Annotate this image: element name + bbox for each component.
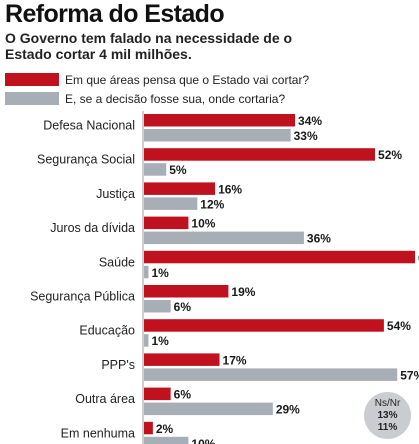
- chart-subtitle: O Governo tem falado na necessidade de o…: [5, 30, 293, 62]
- no-answer-badge: Ns/Nr 13% 11%: [364, 392, 411, 439]
- category-label-seguranca-social: Segurança Social: [37, 153, 135, 167]
- bar-defesa-nacional-series-2: [144, 129, 291, 142]
- value-label-defesa-nacional-series-1: 34%: [298, 114, 322, 128]
- bar-seguranca-publica-series-1: [144, 285, 229, 298]
- category-label-seguranca-publica: Segurança Pública: [30, 290, 135, 304]
- no-answer-value-2: 11%: [377, 421, 398, 433]
- value-label-em-nenhuma-series-1: 2%: [156, 422, 174, 436]
- value-label-defesa-nacional-series-2: 33%: [294, 129, 318, 143]
- legend-item-series-2: E, se a decisão fosse sua, onde cortaria…: [5, 89, 309, 108]
- value-label-juros-da-divida-series-2: 36%: [307, 232, 331, 246]
- value-label-seguranca-publica-series-2: 6%: [174, 300, 192, 314]
- bar-saude-series-1: [144, 250, 415, 264]
- bar-outra-area-series-1: [144, 387, 171, 401]
- legend: Em que áreas pensa que o Estado vai cort…: [5, 70, 309, 108]
- value-label-saude-series-2: 1%: [151, 266, 169, 280]
- value-label-outra-area-series-2: 29%: [276, 403, 300, 417]
- legend-swatch-series-2: [5, 92, 59, 105]
- category-label-defesa-nacional: Defesa Nacional: [43, 119, 135, 133]
- legend-label-series-1: Em que áreas pensa que o Estado vai cort…: [65, 72, 310, 87]
- bar-juros-da-divida-series-1: [144, 216, 189, 230]
- bar-em-nenhuma-series-2: [144, 436, 189, 444]
- legend-label-series-2: E, se a decisão fosse sua, onde cortaria…: [65, 91, 286, 106]
- category-label-juros-da-divida: Juros da dívida: [50, 221, 135, 235]
- value-label-outra-area-series-1: 6%: [174, 388, 192, 402]
- no-answer-label: Ns/Nr: [374, 397, 401, 409]
- value-label-seguranca-social-series-1: 52%: [378, 148, 402, 162]
- value-label-justica-series-1: 16%: [218, 182, 242, 196]
- category-label-justica: Justiça: [96, 187, 135, 201]
- value-label-juros-da-divida-series-1: 10%: [191, 217, 215, 231]
- value-label-ppp-s-series-2: 57%: [400, 368, 419, 382]
- category-label-educacao: Educação: [79, 324, 135, 338]
- bar-seguranca-publica-series-2: [144, 300, 171, 313]
- bar-outra-area-series-2: [144, 402, 273, 416]
- bar-juros-da-divida-series-2: [144, 231, 304, 245]
- bar-em-nenhuma-series-1: [144, 421, 153, 435]
- legend-item-series-1: Em que áreas pensa que o Estado vai cort…: [5, 70, 309, 89]
- value-label-em-nenhuma-series-2: 10%: [191, 437, 215, 444]
- bar-ppp-s-series-1: [144, 353, 220, 366]
- value-label-educacao-series-2: 1%: [151, 334, 169, 348]
- bar-seguranca-social-series-1: [144, 148, 376, 161]
- value-label-ppp-s-series-1: 17%: [223, 353, 247, 367]
- value-label-educacao-series-1: 54%: [387, 319, 411, 333]
- bar-saude-series-2: [144, 265, 149, 279]
- value-label-seguranca-publica-series-1: 19%: [231, 285, 255, 299]
- category-label-saude: Saúde: [99, 255, 135, 269]
- bar-educacao-series-1: [144, 319, 384, 332]
- legend-swatch-series-1: [5, 73, 59, 86]
- category-label-em-nenhuma: Em nenhuma: [61, 426, 135, 440]
- bar-defesa-nacional-series-1: [144, 114, 296, 127]
- bar-justica-series-1: [144, 182, 216, 195]
- chart-title: Reforma do Estado: [5, 0, 225, 28]
- bar-educacao-series-2: [144, 334, 149, 347]
- category-label-ppp-s: PPP's: [101, 358, 135, 372]
- category-label-outra-area: Outra área: [75, 392, 135, 406]
- value-label-seguranca-social-series-2: 5%: [169, 163, 187, 177]
- bar-seguranca-social-series-2: [144, 163, 167, 176]
- no-answer-value-1: 13%: [377, 409, 398, 421]
- value-label-justica-series-2: 12%: [200, 197, 224, 211]
- bar-ppp-s-series-2: [144, 368, 398, 381]
- bar-justica-series-2: [144, 197, 198, 210]
